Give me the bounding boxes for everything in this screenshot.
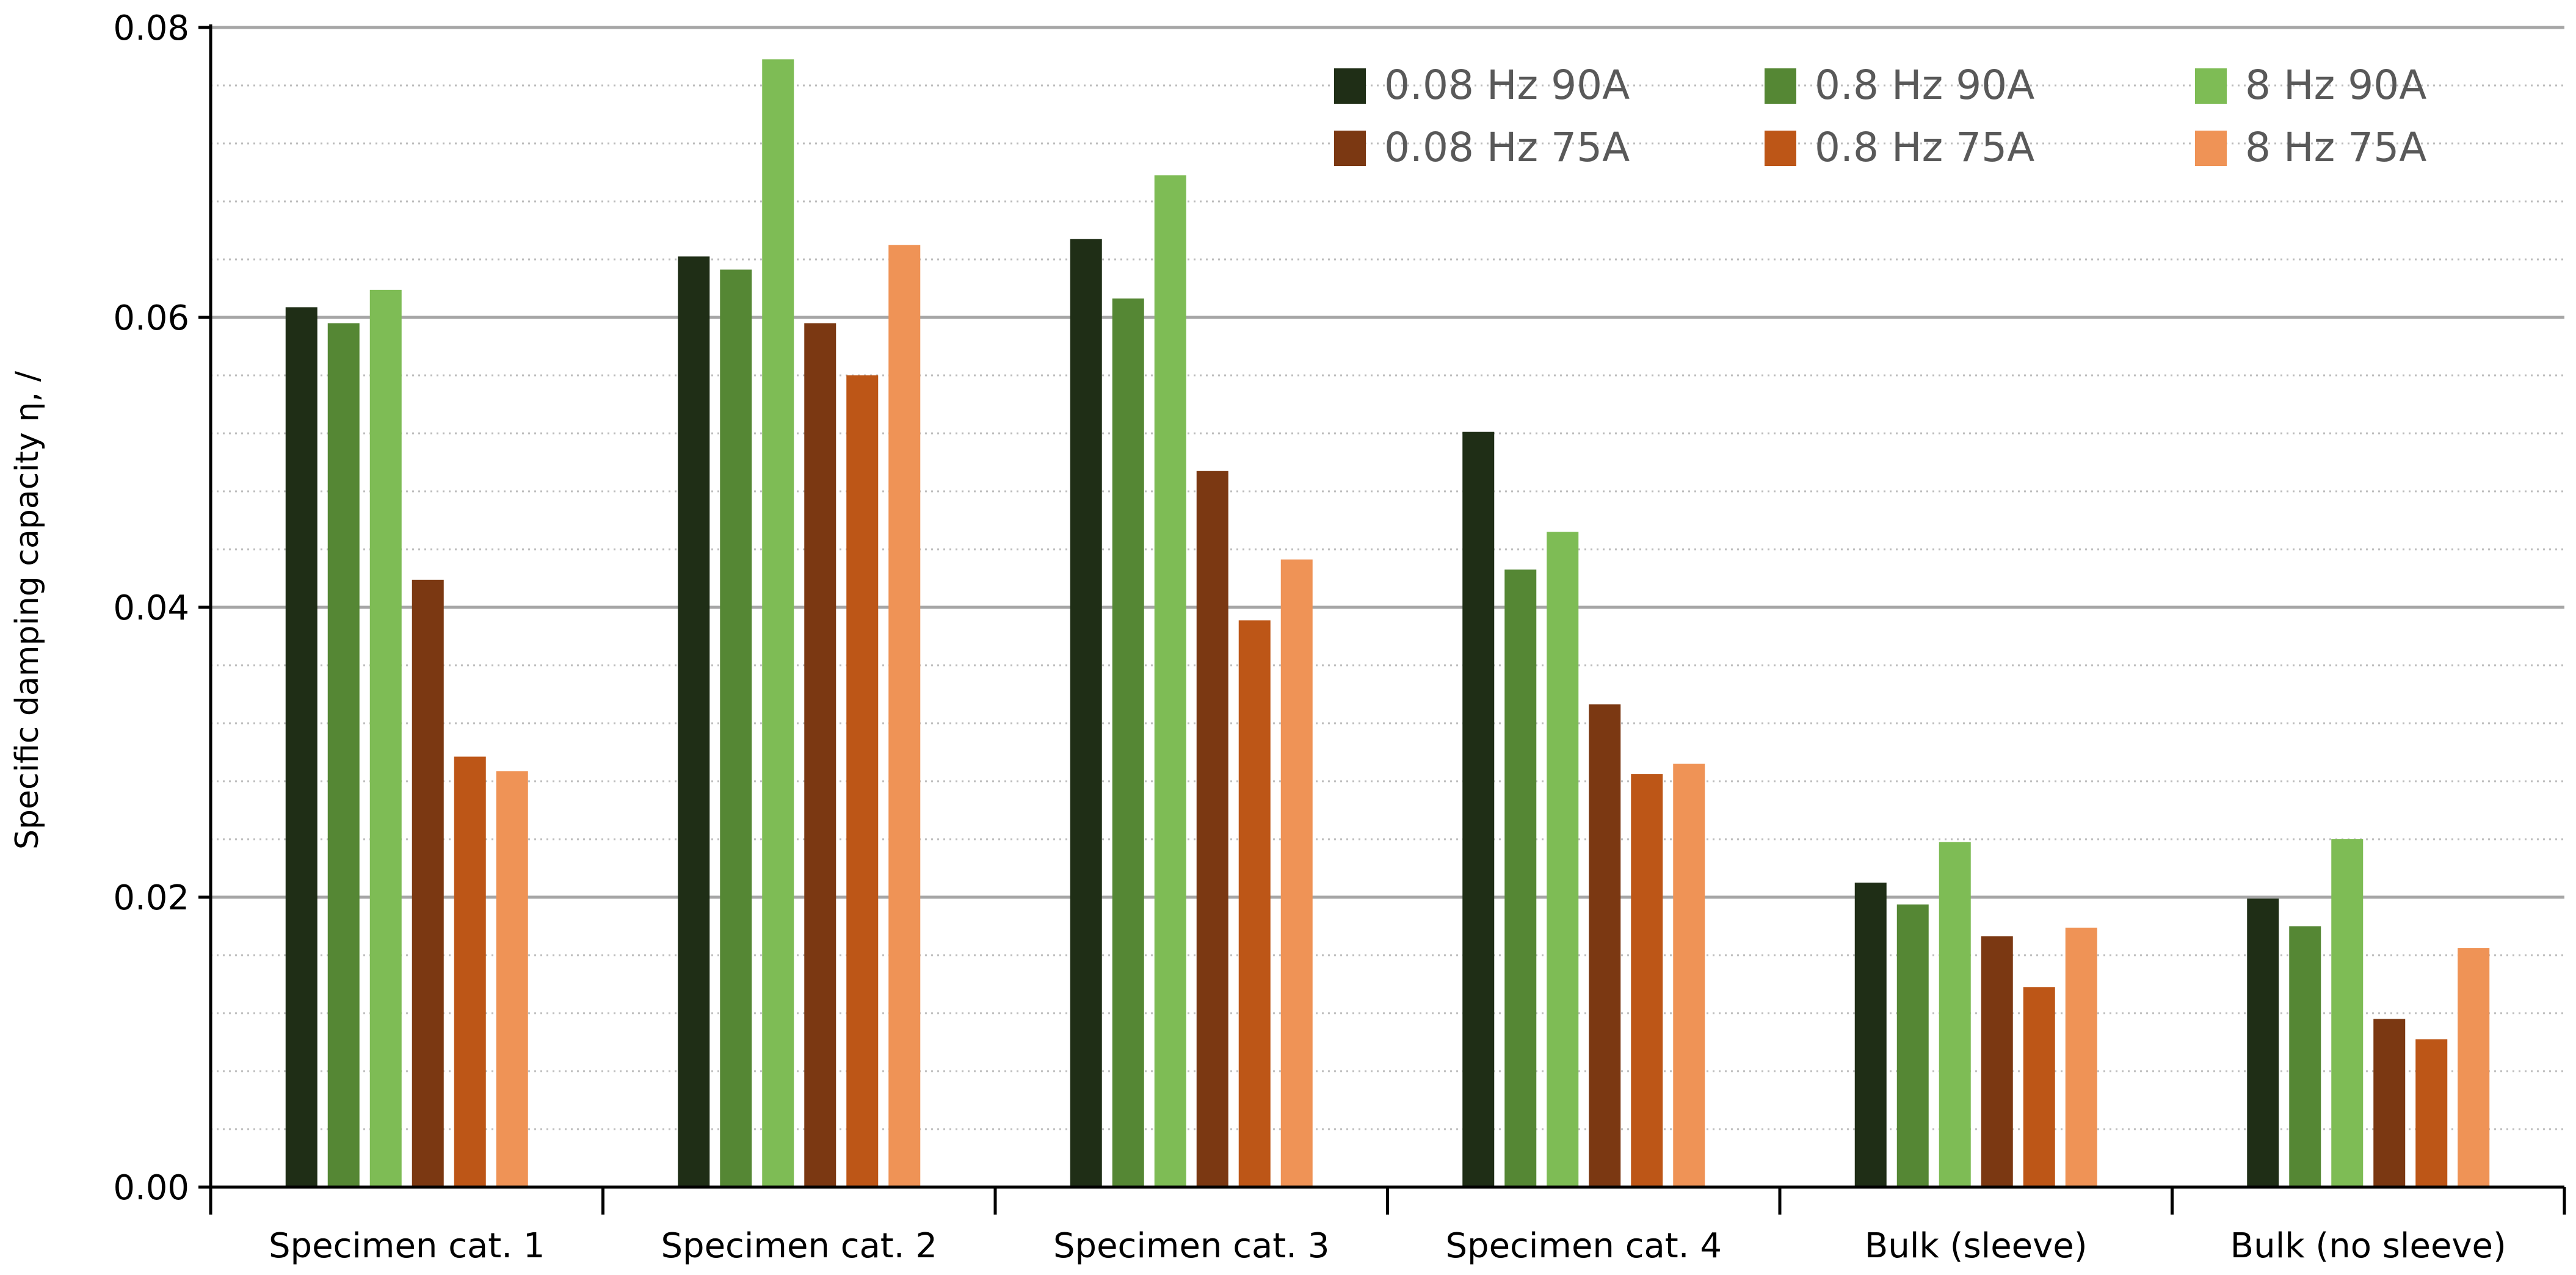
- bar-4-6: [1673, 764, 1705, 1187]
- legend-swatch-4: [1334, 131, 1366, 166]
- bar-5-1: [1854, 883, 1887, 1187]
- y-tick-label: 0.00: [113, 1168, 189, 1208]
- bar-1-1: [285, 307, 317, 1187]
- y-tick-label: 0.04: [113, 588, 189, 628]
- x-tick-label: Bulk (no sleeve): [2230, 1226, 2506, 1266]
- y-axis-title: Specific damping capacity η, /: [9, 371, 46, 850]
- legend-swatch-5: [1765, 131, 1796, 166]
- legend-label-6: 8 Hz 75A: [2245, 124, 2426, 171]
- legend-swatch-3: [2195, 68, 2227, 104]
- bar-2-1: [678, 256, 710, 1187]
- bar-2-2: [720, 269, 752, 1187]
- bar-3-6: [1280, 559, 1313, 1187]
- legend-label-2: 0.8 Hz 90A: [1815, 62, 2034, 109]
- bar-4-1: [1462, 432, 1495, 1187]
- bar-4-4: [1589, 704, 1621, 1187]
- bar-6-4: [2373, 1019, 2406, 1187]
- bar-2-4: [804, 323, 836, 1187]
- bar-1-5: [454, 756, 486, 1187]
- bar-6-2: [2289, 926, 2321, 1187]
- legend-swatch-6: [2195, 131, 2227, 166]
- bar-5-6: [2065, 927, 2097, 1187]
- bar-3-5: [1238, 620, 1271, 1187]
- bar-1-3: [369, 289, 402, 1187]
- bar-1-4: [412, 579, 444, 1187]
- bar-5-2: [1896, 904, 1929, 1187]
- y-tick-label: 0.02: [113, 878, 189, 918]
- legend-label-5: 0.8 Hz 75A: [1815, 124, 2034, 171]
- bar-5-3: [1939, 842, 1971, 1187]
- axis-layer: 0.00 0.02 0.04 0.06 0.08 Specimen cat. 1 Speci…: [113, 9, 2566, 1266]
- x-tick-label: Specimen cat. 2: [661, 1226, 937, 1266]
- legend-label-4: 0.08 Hz 75A: [1384, 124, 1630, 171]
- bar-2-5: [846, 375, 879, 1187]
- bar-5-5: [2023, 987, 2055, 1187]
- bar-4-3: [1547, 532, 1579, 1187]
- bar-2-3: [762, 59, 794, 1187]
- x-tick-label: Bulk (sleeve): [1865, 1226, 2088, 1266]
- legend-swatch-2: [1765, 68, 1796, 104]
- bar-4-2: [1504, 569, 1537, 1187]
- bar-3-2: [1112, 298, 1144, 1187]
- bar-6-6: [2458, 948, 2490, 1187]
- x-tick-label: Specimen cat. 3: [1053, 1226, 1329, 1266]
- y-tick-label: 0.06: [113, 298, 189, 338]
- bar-6-5: [2415, 1039, 2448, 1187]
- bar-1-2: [327, 323, 360, 1187]
- bar-2-6: [888, 245, 921, 1187]
- bar-6-3: [2331, 839, 2364, 1187]
- bar-layer: [285, 59, 2490, 1187]
- bar-4-5: [1631, 774, 1663, 1187]
- legend: 0.08 Hz 90A 0.8 Hz 90A 8 Hz 90A 0.08 Hz 75A…: [1334, 62, 2426, 171]
- legend-label-3: 8 Hz 90A: [2245, 62, 2426, 109]
- y-tick-label: 0.08: [113, 9, 189, 48]
- x-tick-label: Specimen cat. 1: [269, 1226, 545, 1266]
- x-tick-label: Specimen cat. 4: [1446, 1226, 1722, 1266]
- bar-3-4: [1196, 471, 1228, 1187]
- bar-3-3: [1154, 175, 1186, 1187]
- bar-3-1: [1070, 239, 1102, 1187]
- bar-1-6: [496, 771, 528, 1187]
- bar-5-4: [1981, 936, 2013, 1187]
- grid-layer: [211, 26, 2564, 1130]
- legend-swatch-1: [1334, 68, 1366, 104]
- legend-label-1: 0.08 Hz 90A: [1384, 62, 1630, 109]
- bar-6-1: [2247, 898, 2279, 1187]
